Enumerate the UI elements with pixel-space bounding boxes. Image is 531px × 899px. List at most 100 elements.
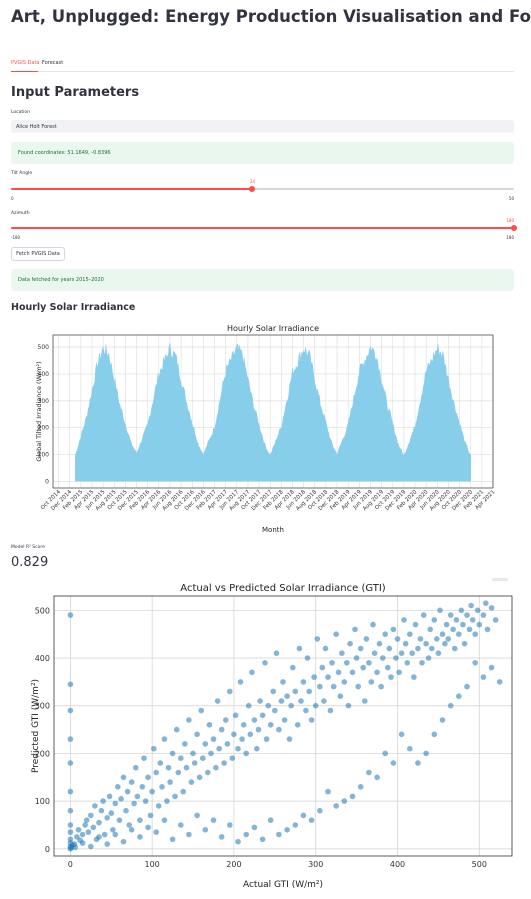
x-tick-label: 300	[308, 860, 323, 869]
scatter-point	[153, 769, 159, 776]
scatter-point	[286, 736, 293, 742]
scatter-point	[145, 824, 151, 831]
y-tick-label: 0	[45, 845, 50, 854]
scatter-point	[322, 645, 329, 652]
scatter-point	[292, 822, 299, 828]
location-input[interactable]	[11, 120, 514, 133]
scatter-point	[153, 829, 159, 835]
scatter-point	[296, 645, 303, 652]
slider-thumb[interactable]	[249, 186, 256, 192]
scatter-point	[96, 819, 102, 826]
scatter-point	[272, 707, 278, 714]
azimuth-slider[interactable]: 180 -180 180	[11, 218, 517, 240]
scatter-point	[194, 812, 200, 819]
scatter-point	[409, 650, 416, 656]
scatter-point	[104, 841, 110, 847]
scatter-point	[112, 831, 119, 838]
scatter-point	[169, 836, 176, 843]
scatter-point	[308, 717, 315, 723]
x-tick-label: 100	[145, 860, 160, 869]
scatter-point	[227, 688, 233, 695]
y-tick-label: 200	[38, 425, 50, 432]
coordinates-success-message: Found coordinates: 51.1649, -0.8396	[11, 142, 514, 164]
scatter-point	[333, 631, 340, 637]
scatter-point	[164, 798, 170, 804]
scatter-point	[362, 698, 368, 704]
scatter-point	[450, 626, 456, 633]
scatter-point	[431, 731, 438, 738]
fetch-pvgis-data-button[interactable]: Fetch PVGIS Data	[11, 247, 65, 261]
scatter-point	[461, 640, 468, 647]
scatter-point	[394, 636, 401, 642]
scatter-point	[378, 683, 384, 690]
scatter-point	[374, 774, 380, 781]
scatter-point	[423, 640, 429, 647]
scatter-point	[167, 779, 173, 785]
scatter-point	[186, 831, 192, 838]
scatter-point	[182, 741, 188, 747]
y-tick-label: 500	[38, 344, 50, 351]
scatter-point	[415, 645, 421, 652]
data-fetched-success-message: Data fetched for years 2015–2020	[11, 269, 514, 291]
scatter-point	[200, 755, 206, 761]
scatter-point	[104, 815, 110, 821]
scatter-point	[284, 827, 290, 833]
scatter-point	[308, 817, 315, 823]
scrollbar-handle[interactable]	[492, 578, 508, 581]
scatter-point	[483, 600, 489, 606]
scatter-point	[317, 683, 323, 690]
scatter-point	[123, 807, 129, 814]
scatter-point	[382, 750, 389, 757]
scatter-point	[382, 631, 389, 637]
scatter-point	[196, 774, 203, 781]
scatter-point	[67, 836, 74, 843]
scatter-point	[235, 838, 241, 845]
scatter-point	[198, 707, 204, 714]
scatter-point	[247, 731, 254, 738]
scatter-point	[183, 764, 190, 771]
scatter-point	[341, 679, 348, 685]
tab-pvgis-data[interactable]: PVGIS Data	[11, 60, 40, 66]
scatter-point	[325, 788, 331, 795]
scatter-point	[124, 788, 131, 795]
scatter-point	[347, 640, 353, 647]
scatter-point	[393, 655, 399, 661]
scatter-point	[398, 650, 405, 656]
scatter-point	[165, 764, 172, 771]
scatter-point	[79, 840, 86, 846]
scatter-point	[67, 612, 74, 618]
scatter-point	[134, 793, 141, 800]
slider-thumb[interactable]	[511, 225, 517, 231]
scatter-point	[142, 798, 149, 804]
scatter-point	[321, 698, 327, 704]
scatter-point	[384, 664, 391, 671]
scatter-point	[352, 626, 358, 633]
scatter-point	[368, 679, 375, 685]
scatter-point	[133, 764, 139, 771]
scatter-point	[294, 722, 301, 728]
scatter-point	[149, 788, 155, 795]
scatter-point	[98, 807, 105, 814]
scatter-point	[312, 702, 319, 709]
scatter-point	[235, 745, 241, 752]
scatter-point	[333, 803, 340, 809]
tilt-angle-label: Tilt Angle	[11, 171, 33, 176]
scatter-point	[386, 645, 393, 652]
tilt-angle-slider[interactable]: 24 0 50	[11, 179, 514, 201]
scatter-point	[311, 674, 317, 680]
scatter-point	[67, 736, 74, 742]
scatter-point	[325, 674, 331, 680]
slider-min: 0	[11, 196, 14, 201]
scatter-point	[194, 731, 200, 738]
scatter-point	[137, 834, 143, 840]
scatter-point	[190, 750, 196, 757]
scatter-point	[276, 726, 282, 733]
scatter-point	[280, 679, 286, 685]
scatter-point	[267, 817, 274, 823]
scatter-point	[425, 655, 432, 661]
scatter-point	[456, 693, 462, 699]
scatter-point	[254, 745, 260, 752]
scatter-point	[456, 631, 462, 637]
scatter-point	[366, 660, 372, 666]
tab-forecast[interactable]: Forecast	[42, 60, 64, 66]
